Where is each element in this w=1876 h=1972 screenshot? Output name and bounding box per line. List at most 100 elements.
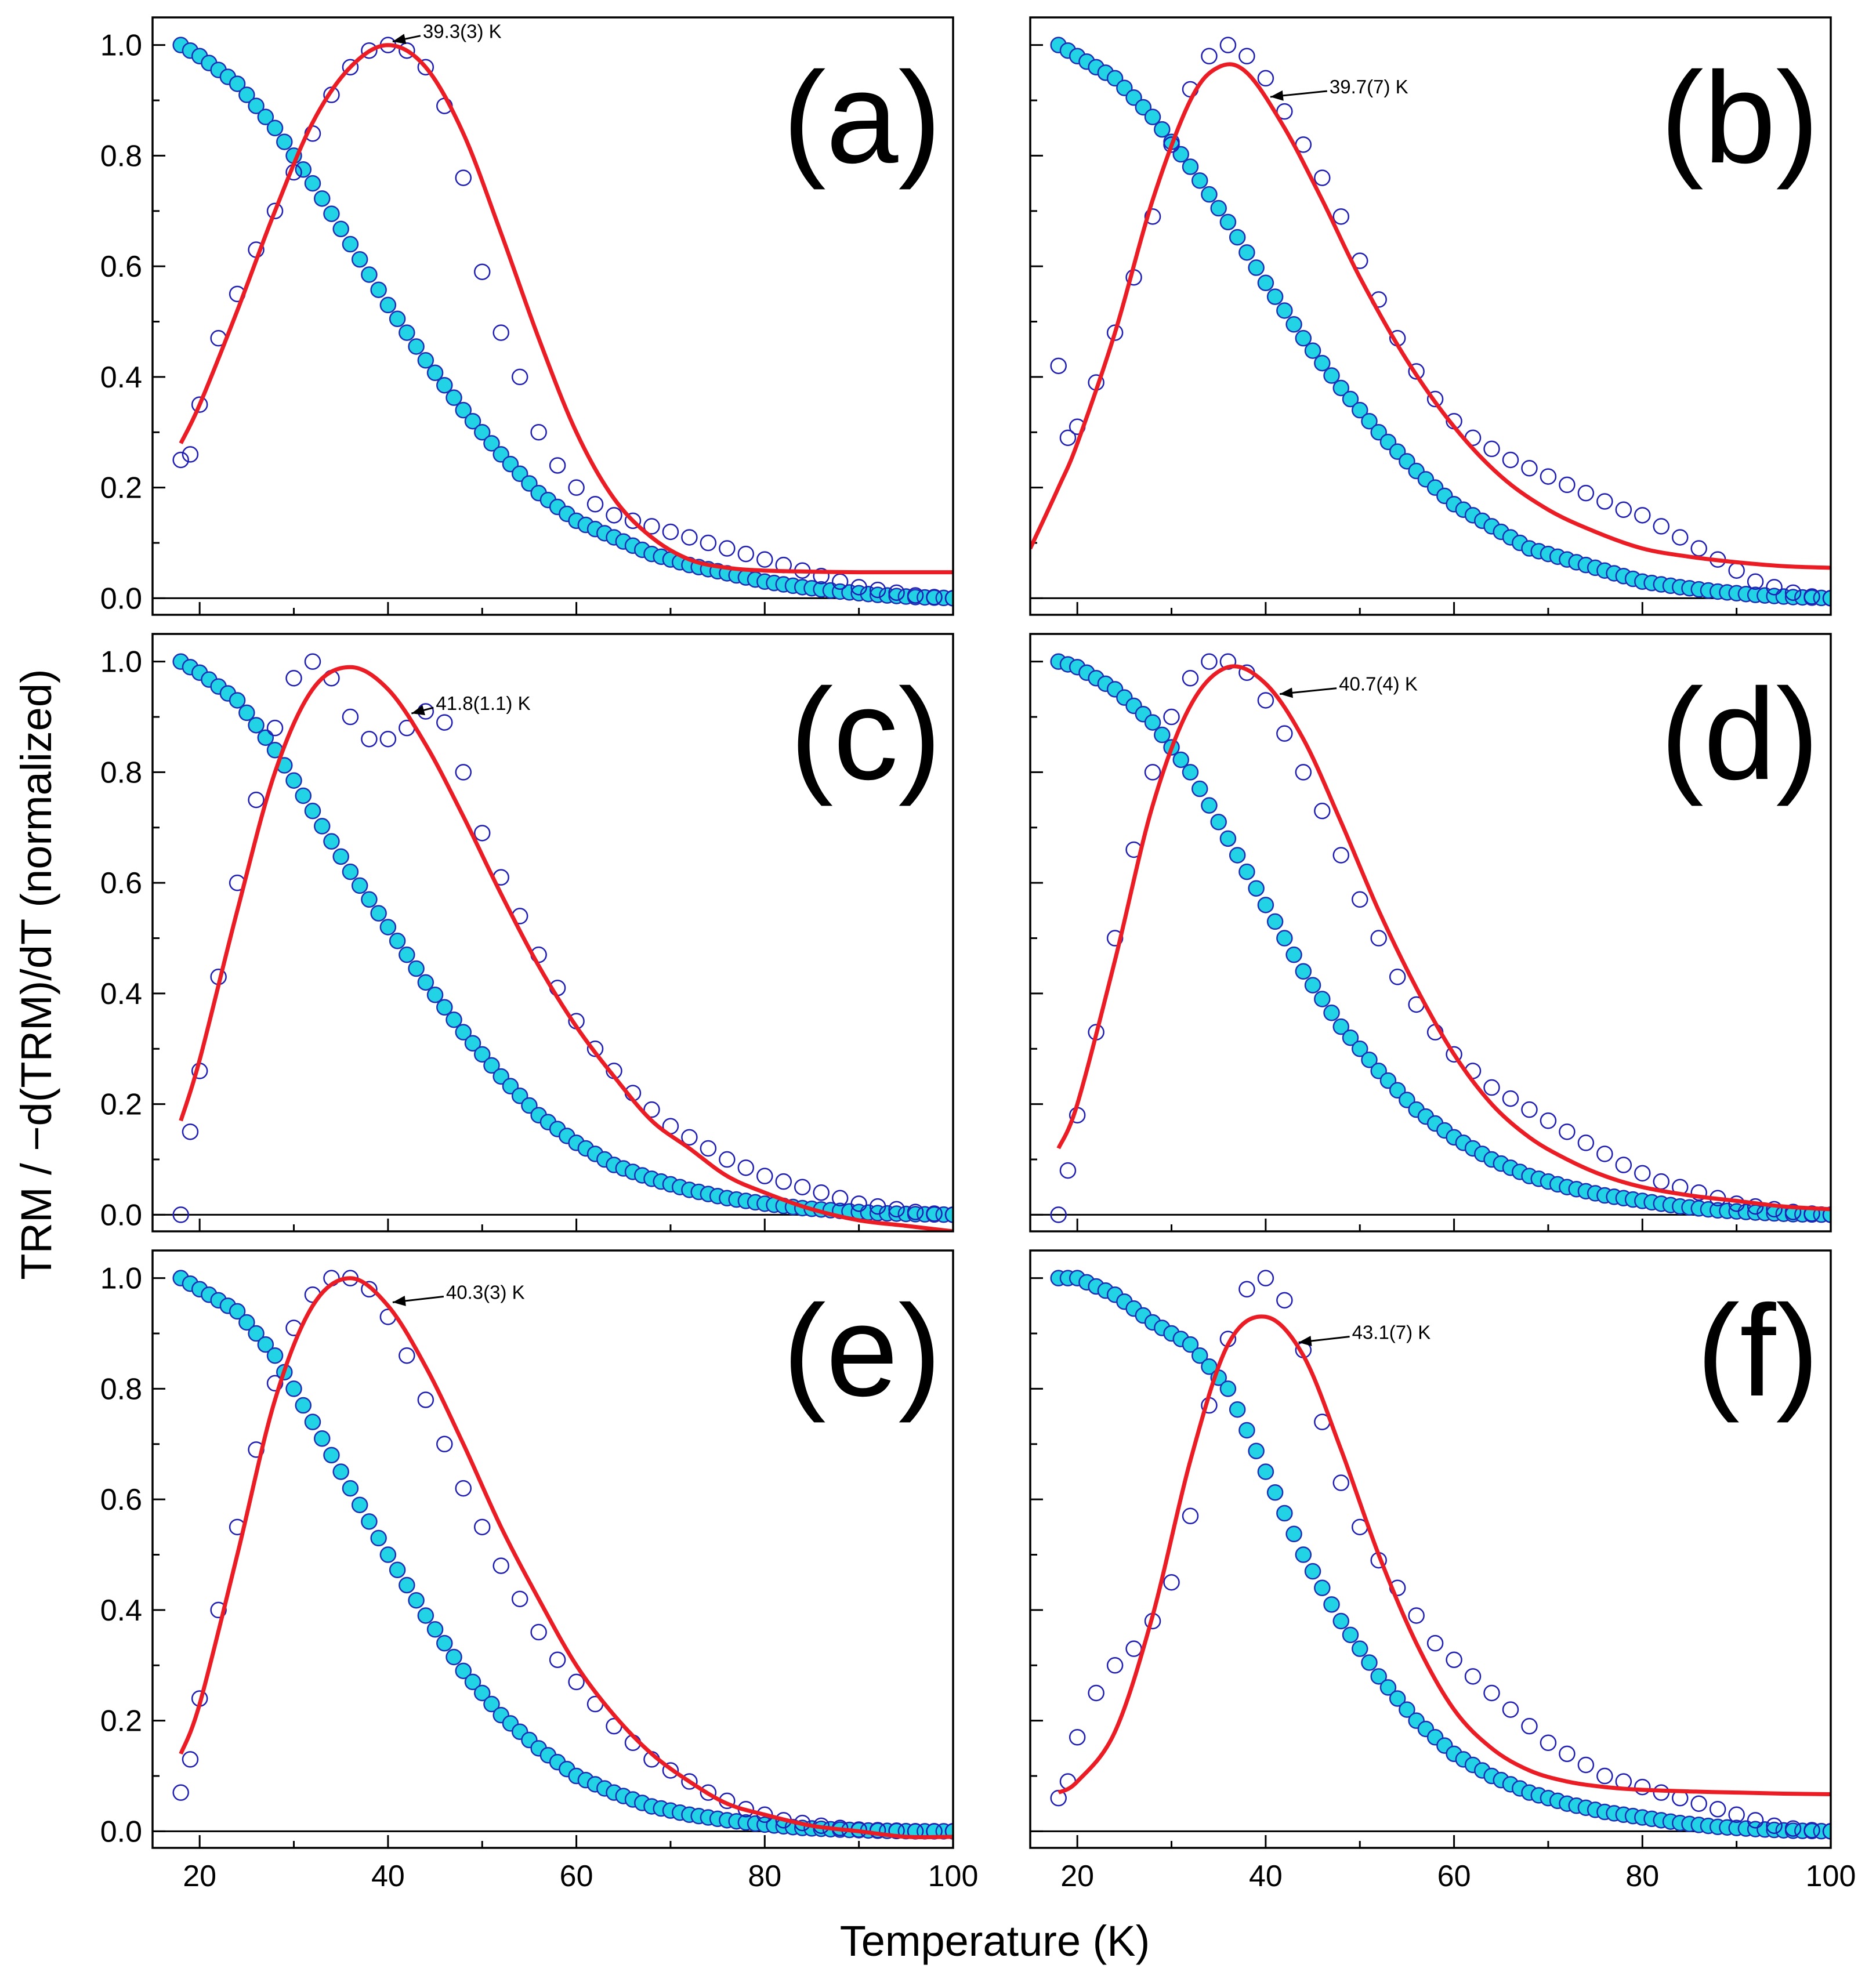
peak-annotation: 41.8(1.1) K bbox=[436, 693, 530, 714]
derivative-point bbox=[1803, 588, 1820, 605]
derivative-point bbox=[1540, 1734, 1557, 1752]
trm-point bbox=[248, 717, 265, 734]
derivative-point bbox=[455, 1480, 472, 1497]
trm-point bbox=[1191, 780, 1208, 798]
chart-panel: 0.0 0.2 0.4 0.6 0.8 1.0 20 40 60 80 100 40.3(3) K (e… bbox=[100, 1249, 978, 1893]
panel-frame bbox=[1029, 1249, 1832, 1849]
trm-point bbox=[323, 1447, 340, 1464]
trm-point bbox=[1201, 186, 1218, 203]
trm-point bbox=[1332, 379, 1350, 397]
derivative-point bbox=[1822, 590, 1831, 607]
trm-point bbox=[1257, 1463, 1274, 1480]
derivative-point bbox=[719, 1151, 736, 1168]
derivative-point bbox=[586, 1041, 604, 1057]
derivative-point bbox=[737, 545, 755, 563]
derivative-point bbox=[1483, 1684, 1500, 1702]
y-tick-label: 0.8 bbox=[100, 1372, 142, 1406]
derivative-point bbox=[1766, 1201, 1783, 1218]
x-axis-title: Temperature (K) bbox=[840, 1917, 1150, 1965]
plot-area bbox=[1050, 653, 1831, 1223]
y-tick-label: 0.8 bbox=[100, 139, 142, 173]
derivative-point bbox=[1690, 540, 1707, 557]
derivative-point bbox=[1201, 653, 1218, 670]
trm-point bbox=[304, 1413, 321, 1430]
derivative-point bbox=[888, 584, 905, 601]
derivative-point bbox=[1502, 451, 1519, 469]
trm-point bbox=[361, 891, 378, 908]
trm-point bbox=[285, 1380, 302, 1397]
derivative-point bbox=[1182, 670, 1199, 687]
derivative-point bbox=[1634, 1778, 1651, 1796]
derivative-point bbox=[549, 457, 566, 474]
trm-point bbox=[1304, 1563, 1321, 1580]
derivative-point bbox=[1276, 725, 1293, 742]
panel-label: (b) bbox=[1660, 45, 1819, 190]
derivative-point bbox=[417, 1391, 434, 1408]
derivative-point bbox=[813, 1184, 830, 1201]
derivative-point bbox=[1728, 562, 1745, 579]
derivative-point bbox=[172, 451, 189, 469]
derivative-point bbox=[1747, 1812, 1764, 1829]
derivative-point bbox=[1088, 1684, 1104, 1702]
plot-area bbox=[172, 1270, 953, 1840]
trm-point bbox=[1332, 1612, 1350, 1630]
trm-point bbox=[1285, 946, 1302, 963]
peak-annotation: 39.7(7) K bbox=[1330, 76, 1408, 97]
trm-point bbox=[1314, 1579, 1331, 1597]
chart-panel: 40.7(4) K (d) bbox=[1029, 633, 1832, 1232]
trm-point bbox=[399, 1576, 415, 1594]
fit-line bbox=[1056, 664, 1831, 1212]
trm-point bbox=[295, 787, 312, 804]
trm-point bbox=[1266, 1484, 1284, 1501]
annotation-arrowhead bbox=[392, 1295, 406, 1306]
derivative-point bbox=[1351, 891, 1368, 908]
derivative-point bbox=[1389, 969, 1406, 985]
derivative-point bbox=[473, 1518, 491, 1536]
trm-point bbox=[248, 1325, 265, 1342]
derivative-point bbox=[643, 518, 660, 535]
trm-point bbox=[1351, 1640, 1368, 1657]
x-tick-label: 80 bbox=[1625, 1859, 1659, 1893]
y-tick-label: 0.6 bbox=[100, 867, 142, 900]
panel-frame bbox=[1029, 633, 1832, 1232]
derivative-point bbox=[1483, 440, 1500, 458]
derivative-point bbox=[1822, 1823, 1831, 1840]
trm-point bbox=[1314, 354, 1331, 372]
trm-point bbox=[370, 281, 387, 298]
trm-point bbox=[1323, 1005, 1340, 1021]
trm-point bbox=[276, 133, 293, 150]
trm-point bbox=[473, 1046, 491, 1063]
trm-point bbox=[229, 75, 246, 92]
derivative-point bbox=[1634, 1165, 1651, 1182]
y-tick-label: 0.8 bbox=[100, 756, 142, 789]
annotation-arrowhead bbox=[411, 705, 425, 716]
derivative-point bbox=[361, 730, 378, 748]
trm-point bbox=[1219, 1380, 1237, 1397]
derivative-point bbox=[1050, 357, 1067, 375]
derivative-point bbox=[473, 825, 491, 842]
fit-line bbox=[1057, 1314, 1831, 1796]
panels-group: 0.0 0.2 0.4 0.6 0.8 1.0 39.3(3) K (a) 39.7(7) K (… bbox=[100, 16, 1856, 1893]
derivative-point bbox=[1577, 1134, 1595, 1151]
derivative-point bbox=[1577, 1756, 1595, 1774]
trm-point bbox=[473, 1684, 491, 1702]
chart-panel: 39.7(7) K (b) bbox=[1029, 16, 1832, 616]
derivative-point bbox=[643, 1101, 660, 1118]
derivative-point bbox=[455, 764, 472, 781]
trm-point bbox=[436, 376, 453, 394]
y-tick-label: 0.4 bbox=[100, 361, 142, 394]
derivative-point bbox=[926, 1205, 943, 1222]
trm-point bbox=[257, 108, 274, 125]
derivative-point bbox=[1144, 764, 1161, 781]
trm-point bbox=[379, 1546, 397, 1563]
peak-annotation: 40.7(4) K bbox=[1339, 673, 1418, 695]
derivative-point bbox=[1464, 1668, 1482, 1685]
derivative-point bbox=[248, 791, 265, 809]
derivative-point bbox=[266, 1375, 284, 1392]
derivative-point bbox=[1238, 1281, 1255, 1298]
derivative-point bbox=[1540, 468, 1557, 485]
peak-annotation: 43.1(7) K bbox=[1352, 1322, 1431, 1343]
trm-point bbox=[323, 205, 340, 222]
trm-point bbox=[313, 818, 331, 835]
derivative-point bbox=[944, 1823, 953, 1840]
